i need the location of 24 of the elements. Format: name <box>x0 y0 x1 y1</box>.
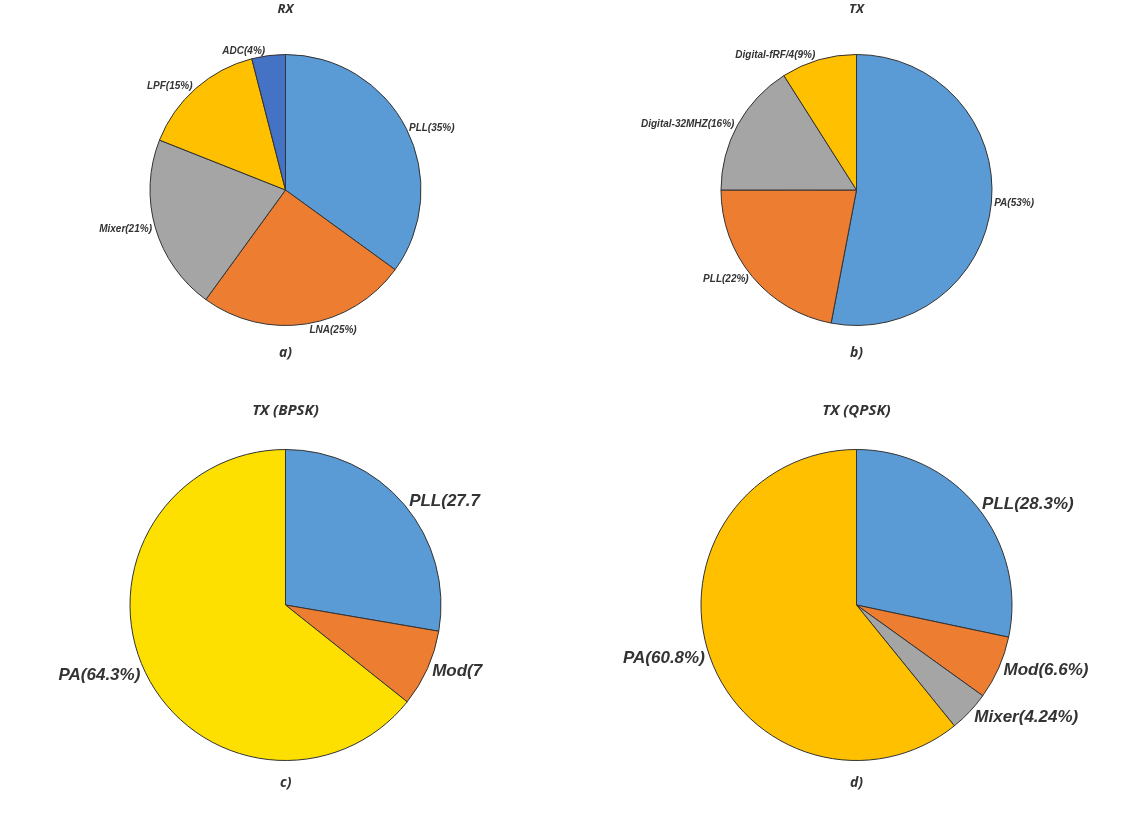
slice-label: Mixer(4.24%) <box>974 706 1079 726</box>
chart-title: TX <box>849 0 866 18</box>
slice-label: LNA(25%) <box>309 323 358 335</box>
text: d) <box>850 772 864 791</box>
slice-label: PA(53%) <box>994 197 1035 209</box>
chart-title: TX (QPSK) <box>822 398 891 419</box>
slice-label: ADC(4%) <box>221 44 266 56</box>
text: a) <box>279 342 293 361</box>
slice-label: PA(64.3%) <box>58 664 141 684</box>
slice-label: PLL(27.7 <box>409 491 482 511</box>
slice-label: Mixer(21%) <box>99 222 153 234</box>
slice-label: PA(60.8%) <box>622 648 706 668</box>
slice-label: PLL(35%) <box>408 121 456 133</box>
slice-label: LPF(15%) <box>146 79 194 91</box>
slice-label: Digital-32MHZ(16%) <box>641 117 736 129</box>
chart-title: TX (BPSK) <box>252 398 319 419</box>
slice-label: Mod(7 <box>432 660 484 680</box>
text: c) <box>280 772 292 791</box>
slice-label: Mod(6.6%) <box>1003 659 1089 679</box>
slice-label: PLL(22%) <box>703 273 750 285</box>
slice-label: Digital-fRF/4(9%) <box>735 49 816 61</box>
text: b) <box>850 342 864 361</box>
chart-title: RX <box>277 0 295 18</box>
slice-label: PLL(28.3%) <box>982 493 1075 513</box>
